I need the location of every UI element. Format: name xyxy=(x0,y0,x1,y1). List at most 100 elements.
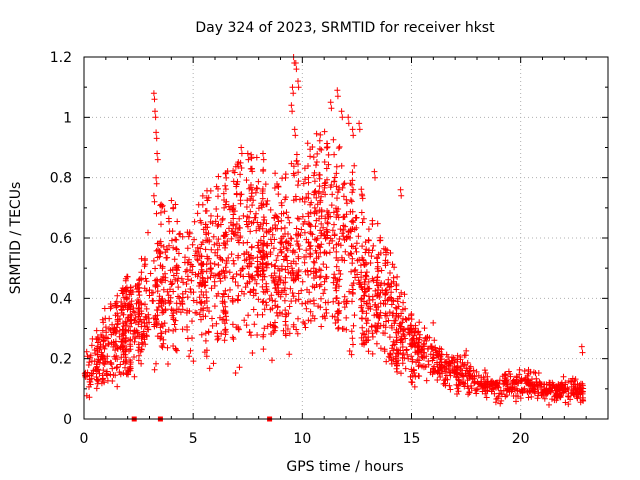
peak-point xyxy=(153,135,160,142)
data-point xyxy=(222,244,228,251)
data-point xyxy=(200,292,207,298)
data-point xyxy=(348,268,355,275)
data-point xyxy=(136,344,143,351)
data-point xyxy=(221,299,228,305)
data-point xyxy=(179,300,186,307)
data-point xyxy=(260,220,267,227)
data-point xyxy=(287,235,294,242)
data-point xyxy=(114,364,121,370)
data-point xyxy=(228,235,235,242)
data-point xyxy=(233,324,240,331)
data-point xyxy=(135,347,142,354)
data-point xyxy=(198,316,204,323)
data-point xyxy=(224,238,231,245)
data-point xyxy=(128,298,135,305)
data-point xyxy=(300,180,307,187)
data-point xyxy=(260,298,267,305)
data-point xyxy=(400,315,406,322)
data-point xyxy=(416,373,423,380)
data-point xyxy=(260,166,267,173)
data-point xyxy=(168,197,175,204)
data-point xyxy=(222,182,229,189)
data-point xyxy=(438,351,445,358)
data-point xyxy=(402,335,409,342)
data-point xyxy=(158,242,164,249)
data-point xyxy=(341,304,348,311)
data-point xyxy=(286,219,293,226)
data-point xyxy=(398,323,405,330)
data-point xyxy=(333,248,340,255)
data-point xyxy=(154,240,161,247)
data-point xyxy=(425,358,432,365)
data-point xyxy=(282,307,289,314)
data-point xyxy=(255,223,262,230)
data-point xyxy=(191,236,198,243)
data-point xyxy=(333,263,340,270)
data-point xyxy=(138,255,145,262)
data-point xyxy=(107,305,114,312)
data-point xyxy=(278,287,285,294)
data-point xyxy=(273,213,280,220)
data-point xyxy=(308,199,315,206)
data-point xyxy=(282,266,289,273)
data-point xyxy=(334,195,340,202)
data-point xyxy=(122,364,128,371)
data-point xyxy=(560,373,567,380)
data-point xyxy=(349,290,356,297)
data-point xyxy=(408,311,415,317)
data-point xyxy=(153,247,160,254)
data-point xyxy=(510,377,517,384)
data-point xyxy=(305,213,312,220)
data-point xyxy=(321,313,328,320)
data-point xyxy=(101,345,108,352)
data-point xyxy=(268,331,275,337)
peak-point xyxy=(578,343,585,350)
data-point xyxy=(328,202,335,209)
data-point xyxy=(230,211,237,218)
peak-point xyxy=(151,198,158,205)
data-point xyxy=(390,338,397,345)
data-point xyxy=(169,280,176,287)
data-point xyxy=(240,212,247,219)
data-point xyxy=(196,294,203,301)
data-point xyxy=(99,327,106,334)
data-point xyxy=(199,239,206,246)
data-point xyxy=(363,259,369,266)
data-point xyxy=(177,230,184,237)
data-point xyxy=(255,205,262,212)
data-point xyxy=(204,187,210,194)
data-point xyxy=(203,231,210,238)
data-point xyxy=(416,334,423,341)
data-point xyxy=(131,334,138,340)
data-point xyxy=(112,330,119,337)
data-point xyxy=(293,157,300,164)
data-point xyxy=(284,263,291,270)
data-point xyxy=(389,342,396,349)
data-point xyxy=(123,296,130,303)
data-point xyxy=(279,175,286,182)
data-point xyxy=(505,368,512,375)
data-point xyxy=(373,255,380,262)
data-point xyxy=(460,362,467,369)
data-point xyxy=(525,381,532,388)
data-point xyxy=(330,136,337,143)
data-point xyxy=(352,266,359,273)
data-point xyxy=(164,254,171,261)
data-point xyxy=(128,320,135,327)
data-point xyxy=(322,191,329,198)
data-point xyxy=(229,298,236,305)
data-point xyxy=(136,292,143,299)
data-point xyxy=(130,330,137,337)
data-point xyxy=(222,303,229,310)
data-point xyxy=(250,255,257,262)
data-point xyxy=(313,159,320,165)
data-point xyxy=(359,341,366,347)
data-point xyxy=(267,206,274,213)
data-point xyxy=(222,274,228,281)
data-point xyxy=(106,315,113,322)
peak-point xyxy=(397,186,404,193)
data-point xyxy=(307,251,314,258)
data-point xyxy=(331,151,338,158)
data-point xyxy=(143,278,150,285)
data-point xyxy=(331,178,338,185)
